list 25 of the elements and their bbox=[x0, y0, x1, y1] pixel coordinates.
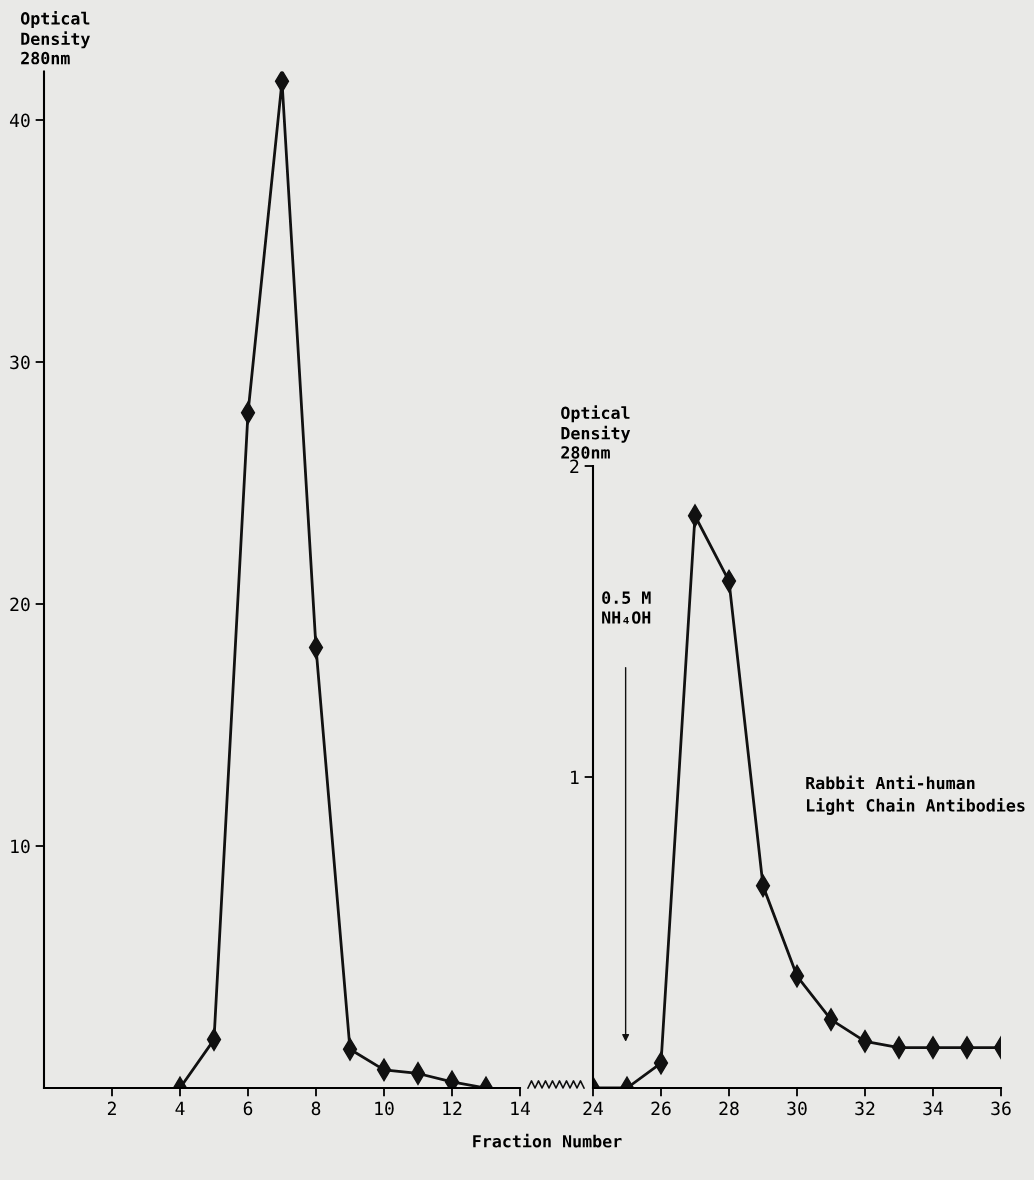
y-tick-label: 30 bbox=[10, 355, 30, 370]
y-tick-label: 10 bbox=[11, 839, 30, 854]
y-axis-title: Optical Density 280nm bbox=[561, 405, 631, 459]
x-tick-label: 14 bbox=[511, 1101, 531, 1116]
x-tick-label: 2 bbox=[107, 1101, 116, 1116]
x-tick-label: 4 bbox=[175, 1101, 185, 1116]
x-tick-label: 24 bbox=[583, 1101, 604, 1116]
annotation: Rabbit Anti-human Light Chain Antibodies bbox=[806, 775, 1025, 815]
y-tick-label: 20 bbox=[10, 597, 30, 612]
x-tick-label: 28 bbox=[719, 1101, 739, 1116]
x-tick-label: 12 bbox=[443, 1101, 462, 1116]
x-tick-label: 8 bbox=[311, 1101, 321, 1116]
y-axis-title: Optical Density 280nm bbox=[20, 10, 90, 65]
x-tick-label: 10 bbox=[375, 1101, 394, 1116]
annotation: 0.5 M NH₄OH bbox=[602, 591, 651, 624]
point bbox=[274, 71, 290, 93]
x-axis-title: Fraction Number bbox=[473, 1133, 622, 1148]
y-tick-label: 1 bbox=[571, 770, 579, 784]
x-tick-label: 34 bbox=[923, 1101, 944, 1116]
x-tick-label: 32 bbox=[855, 1101, 875, 1116]
x-tick-label: 6 bbox=[243, 1101, 253, 1116]
x-tick-label: 36 bbox=[991, 1101, 1011, 1116]
y-tick-label: 40 bbox=[9, 113, 30, 128]
x-tick-label: 26 bbox=[651, 1101, 671, 1116]
x-tick-label: 30 bbox=[787, 1101, 807, 1116]
